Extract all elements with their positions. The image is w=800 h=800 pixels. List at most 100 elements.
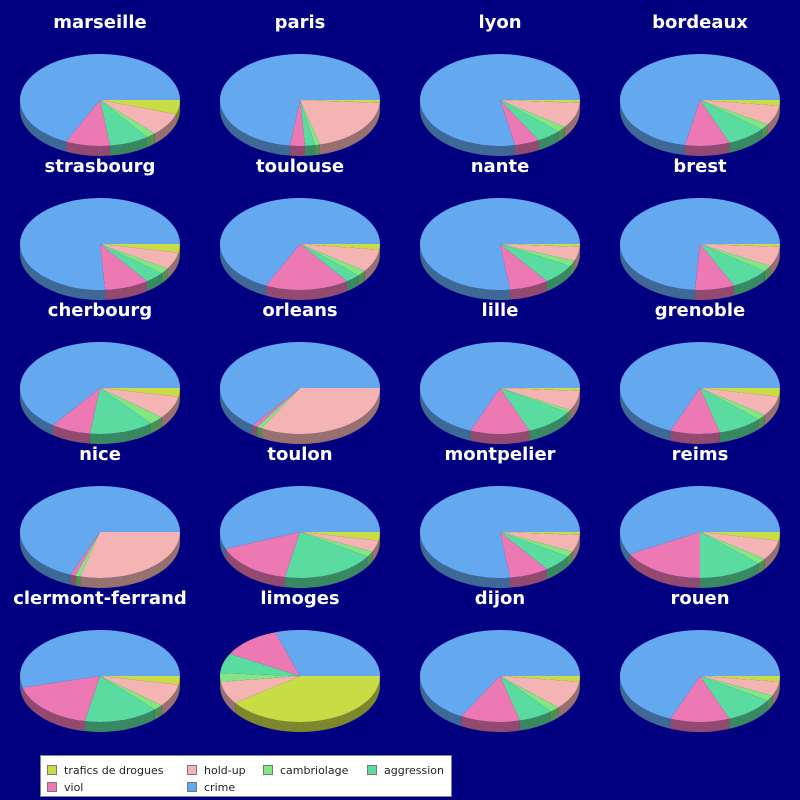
legend-item: cambriolage	[263, 764, 348, 778]
pie-slice-viol	[500, 532, 548, 578]
pie-side-viol	[105, 281, 148, 300]
pie-slice-cambriolage	[100, 244, 168, 274]
pie-slice-trafics-de-drogues	[700, 100, 780, 106]
pie-chart-toulon: toulon	[219, 444, 380, 589]
pie-side-aggression	[147, 273, 162, 292]
pie-side-hold-up	[574, 246, 580, 271]
pie-sides	[20, 100, 180, 156]
pie-side-viol	[65, 141, 111, 156]
pie-slice-trafics-de-drogues	[500, 100, 580, 103]
pie-side-aggression	[547, 556, 568, 580]
pie-side-crime	[20, 388, 53, 436]
pie-slice-crime	[420, 198, 580, 290]
pie-slice-crime	[219, 54, 380, 146]
pie-side-viol	[461, 716, 520, 732]
pie-side-hold-up	[572, 534, 580, 562]
pie-slice-viol	[225, 532, 300, 578]
pie-side-viol	[470, 430, 530, 444]
pie-slice-aggression	[100, 244, 162, 282]
pie-side-hold-up	[364, 249, 380, 282]
pie-side-cambriolage	[367, 551, 373, 567]
pie-slice-viol	[265, 244, 348, 290]
pie-slice-cambriolage	[500, 676, 559, 712]
pie-slice-trafics-de-drogues	[100, 100, 180, 115]
pie-slice-crime	[620, 54, 780, 146]
legend-item: trafics de drogues	[47, 764, 163, 778]
pie-slice-trafics-de-drogues	[235, 676, 380, 722]
pie-sides	[420, 532, 580, 588]
chart-title: toulouse	[256, 156, 344, 177]
pie-side-hold-up	[570, 390, 580, 421]
pie-sides	[620, 676, 780, 733]
pie-sides	[220, 676, 380, 732]
pie-slice-cambriolage	[100, 388, 162, 424]
pie-side-viol	[629, 554, 700, 588]
pie-slice-viol	[65, 100, 111, 146]
legend-item: viol	[47, 781, 83, 795]
pie-side-viol	[289, 145, 306, 156]
pie-slice-crime	[220, 342, 380, 426]
pie-slice-cambriolage	[500, 388, 571, 413]
pie-side-cambriolage	[567, 410, 571, 423]
pie-side-crime	[220, 244, 266, 296]
pie-side-aggression	[729, 700, 768, 729]
pie-sides	[620, 244, 780, 301]
pie-side-cambriolage	[147, 133, 155, 148]
pie-sides	[220, 388, 380, 445]
pie-slice-hold-up	[100, 100, 177, 134]
pie-slice-viol	[470, 388, 530, 435]
pie-sides	[620, 100, 780, 156]
pie-side-viol	[70, 574, 76, 586]
pie-slice-trafics-de-drogues	[700, 676, 780, 682]
pie-slice-trafics-de-drogues	[100, 388, 180, 397]
pie-side-crime	[220, 532, 226, 559]
pie-side-cambriolage	[558, 127, 565, 142]
pie-side-hold-up	[167, 252, 179, 279]
legend-swatch	[47, 765, 57, 775]
pie-side-cambriolage	[257, 426, 262, 439]
pie-chart-limoges: limoges	[220, 588, 380, 732]
pie-side-hold-up	[261, 388, 380, 445]
pie-slice-cambriolage	[300, 100, 320, 146]
pie-chart-montpelier: montpelier	[420, 444, 580, 588]
pie-side-trafics-de-drogues	[779, 676, 780, 692]
pie-chart-paris: paris	[219, 12, 380, 156]
pie-side-trafics-de-drogues	[178, 676, 180, 695]
pie-slice-crime	[220, 198, 380, 286]
pie-slice-trafics-de-drogues	[100, 676, 180, 685]
pie-slice-viol	[70, 532, 100, 576]
pie-side-aggression	[110, 137, 148, 156]
pie-slice-trafics-de-drogues	[700, 244, 780, 247]
pie-chart-nante: nante	[420, 156, 580, 300]
pie-side-crime	[620, 676, 671, 729]
pie-slice-hold-up	[700, 388, 779, 416]
pie-slice-viol	[252, 388, 300, 427]
pie-side-hold-up	[558, 681, 580, 718]
pie-slice-hold-up	[700, 100, 780, 125]
pie-sides	[420, 244, 580, 300]
pie-side-hold-up	[80, 532, 180, 588]
pie-slice-crime	[19, 54, 180, 142]
pie-side-hold-up	[372, 540, 379, 562]
pie-slice-cambriolage	[700, 244, 771, 272]
pie-side-cambriolage	[550, 707, 559, 722]
pie-slice-crime	[19, 198, 180, 290]
pie-slice-trafics-de-drogues	[500, 532, 580, 535]
pie-slice-crime	[620, 342, 780, 431]
pie-slice-trafics-de-drogues	[500, 244, 580, 247]
pie-slice-aggression	[300, 244, 359, 282]
pie-side-viol	[670, 430, 720, 444]
pie-slice-trafics-de-drogues	[500, 388, 580, 391]
pie-sides	[220, 244, 380, 300]
pie-side-crime	[20, 244, 106, 301]
pie-slice-hold-up	[300, 100, 380, 145]
pie-side-crime	[20, 676, 23, 698]
pie-side-trafics-de-drogues	[178, 388, 180, 407]
pie-side-hold-up	[767, 105, 780, 135]
pie-slice-viol	[500, 100, 539, 146]
pie-slice-hold-up	[220, 676, 300, 704]
legend-label: crime	[204, 781, 236, 794]
pie-side-aggression	[734, 271, 765, 296]
pie-slice-viol	[22, 676, 100, 722]
pie-side-hold-up	[161, 684, 179, 716]
